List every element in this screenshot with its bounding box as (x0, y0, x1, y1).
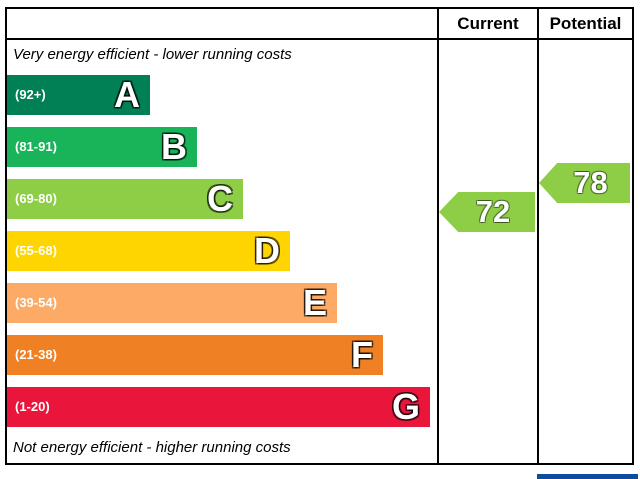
band-f-range: (21-38) (15, 347, 57, 362)
band-b: (81-91) B (7, 127, 197, 167)
band-b-range: (81-91) (15, 139, 57, 154)
band-c-range: (69-80) (15, 191, 57, 206)
band-a-letter: A (114, 74, 140, 115)
header-divider (7, 38, 632, 40)
band-e: (39-54) E (7, 283, 337, 323)
potential-column-header: Potential (549, 14, 622, 33)
current-column-header: Current (457, 14, 519, 33)
current-rating-value: 72 (475, 194, 511, 229)
band-g-letter: G (391, 386, 420, 427)
current-column-divider (437, 9, 439, 463)
band-g-range: (1-20) (15, 399, 50, 414)
bottom-caption: Not energy efficient - higher running co… (13, 439, 291, 456)
potential-rating-value: 78 (573, 165, 608, 200)
current-rating-arrow: 72 (439, 192, 535, 232)
band-c: (69-80) C (7, 179, 243, 219)
band-d-letter: D (254, 230, 280, 271)
band-d: (55-68) D (7, 231, 290, 271)
band-e-letter: E (302, 282, 327, 323)
potential-rating-arrow: 78 (539, 163, 630, 203)
footer-partial-strip (537, 474, 638, 479)
band-f: (21-38) F (7, 335, 383, 375)
band-a-range: (92+) (15, 87, 46, 102)
chart-frame: Current Potential Very energy efficient … (5, 7, 634, 465)
band-e-range: (39-54) (15, 295, 57, 310)
potential-column-divider (537, 9, 539, 463)
band-f-letter: F (351, 334, 373, 375)
top-caption: Very energy efficient - lower running co… (13, 46, 292, 63)
band-g: (1-20) G (7, 387, 430, 427)
band-a: (92+) A (7, 75, 150, 115)
band-d-range: (55-68) (15, 243, 57, 258)
band-b-letter: B (161, 126, 187, 167)
band-c-letter: C (207, 178, 233, 219)
